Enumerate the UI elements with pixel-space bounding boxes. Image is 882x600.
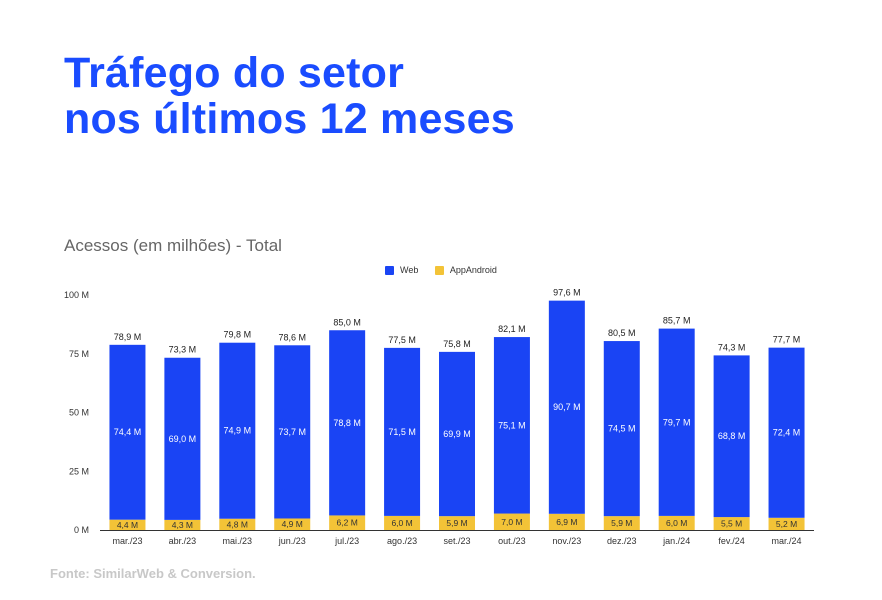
bar-app-label: 6,0 M [666, 518, 687, 528]
legend-label-app: AppAndroid [449, 265, 497, 275]
bar-total-label: 75,8 M [443, 339, 471, 349]
bar-web-segment [384, 347, 421, 516]
legend-item-web: Web [385, 265, 418, 275]
bar-web-label: 74,4 M [114, 427, 142, 437]
bar-total-label: 77,5 M [388, 335, 416, 345]
bar-app-segment [603, 516, 640, 530]
bar-app-segment [658, 515, 695, 530]
bar-total-label: 82,1 M [498, 324, 526, 334]
bar-web-label: 78,8 M [333, 418, 361, 428]
bar-web-segment [109, 344, 146, 520]
bar-web-label: 69,9 M [443, 429, 471, 439]
bar-web-segment [274, 345, 311, 519]
y-tick-label: 100 M [64, 290, 89, 300]
bar-web-label: 68,8 M [718, 431, 746, 441]
bar-web-segment [713, 355, 750, 518]
bar-web-label: 69,0 M [169, 434, 197, 444]
bar-app-label: 5,9 M [446, 518, 467, 528]
bar-total-label: 78,9 M [114, 332, 142, 342]
x-tick-label: jan./24 [662, 536, 690, 546]
x-tick-label: mai./23 [223, 536, 253, 546]
bar-app-segment [768, 517, 805, 530]
title-line-1: Tráfego do setor [64, 49, 405, 97]
bar-web-label: 90,7 M [553, 402, 581, 412]
x-tick-label: mar./24 [772, 536, 802, 546]
bar-total-label: 85,0 M [333, 317, 361, 327]
y-tick-label: 75 M [69, 349, 89, 359]
bar-app-label: 7,0 M [501, 517, 522, 527]
x-tick-label: abr./23 [169, 536, 197, 546]
x-tick-label: set./23 [443, 536, 470, 546]
y-tick-label: 50 M [69, 408, 89, 418]
bar-app-segment [713, 517, 750, 530]
bar-app-segment [274, 518, 311, 530]
bar-web-label: 75,1 M [498, 420, 526, 430]
bar-total-label: 97,6 M [553, 288, 581, 298]
bar-app-segment [329, 515, 366, 530]
x-tick-label: out./23 [498, 536, 526, 546]
bar-web-segment [439, 351, 475, 517]
bar-web-segment [493, 337, 530, 514]
x-tick-label: mar./23 [112, 536, 142, 546]
y-tick-label: 0 M [74, 525, 89, 535]
x-tick-label: fev./24 [718, 536, 744, 546]
bar-web-label: 79,7 M [663, 417, 691, 427]
legend-label-web: Web [400, 265, 419, 275]
legend-item-app: AppAndroid [434, 265, 497, 275]
chart-title: Acessos (em milhões) - Total [64, 236, 282, 255]
page-title: Tráfego do setor nos últimos 12 meses [64, 50, 515, 142]
bar-app-label: 5,9 M [611, 518, 632, 528]
bar-web-label: 73,7 M [278, 427, 306, 437]
bar-total-label: 79,8 M [224, 330, 252, 340]
bar-web-label: 74,9 M [224, 426, 252, 436]
bar-app-label: 4,4 M [117, 520, 138, 530]
bar-app-label: 4,9 M [282, 519, 303, 529]
bar-app-label: 5,5 M [721, 519, 742, 529]
legend-swatch-web [385, 265, 395, 275]
x-tick-label: ago./23 [387, 536, 417, 546]
bar-app-segment [384, 515, 421, 530]
title-line-2: nos últimos 12 meses [64, 95, 515, 143]
bar-app-label: 4,3 M [172, 520, 193, 530]
source-note: Fonte: SimilarWeb & Conversion. [50, 566, 256, 581]
legend-swatch-app [434, 265, 444, 275]
bar-app-label: 6,9 M [556, 517, 577, 527]
bar-web-segment [603, 341, 640, 517]
chart-legend: Web AppAndroid [0, 265, 882, 277]
bar-total-label: 77,7 M [773, 335, 801, 345]
bar-app-segment [164, 519, 201, 530]
bar-app-segment [109, 519, 146, 530]
bar-web-segment [658, 328, 695, 516]
bar-total-label: 85,7 M [663, 316, 691, 326]
bar-web-label: 74,5 M [608, 424, 636, 434]
x-tick-label: jun./23 [278, 536, 306, 546]
bar-app-label: 5,2 M [776, 519, 797, 529]
bar-web-segment [164, 357, 201, 520]
x-tick-label: dez./23 [607, 536, 637, 546]
bar-web-segment [219, 342, 256, 519]
bar-total-label: 74,3 M [718, 342, 746, 352]
bar-web-segment [548, 300, 585, 514]
bar-total-label: 78,6 M [278, 332, 306, 342]
bar-web-segment [768, 347, 805, 518]
x-tick-label: jul./23 [334, 536, 359, 546]
bar-web-label: 71,5 M [388, 427, 416, 437]
bar-app-segment [439, 516, 475, 530]
bar-total-label: 73,3 M [169, 345, 197, 355]
bar-app-segment [548, 513, 585, 530]
bar-app-label: 6,0 M [391, 518, 412, 528]
bar-app-segment [219, 518, 256, 530]
bar-app-label: 4,8 M [227, 519, 248, 529]
bar-total-label: 80,5 M [608, 328, 636, 338]
bar-app-segment [493, 513, 530, 530]
x-tick-label: nov./23 [552, 536, 581, 546]
bar-web-segment [329, 330, 366, 516]
y-tick-label: 25 M [69, 466, 89, 476]
bar-app-label: 6,2 M [337, 518, 358, 528]
bar-web-label: 72,4 M [773, 428, 801, 438]
